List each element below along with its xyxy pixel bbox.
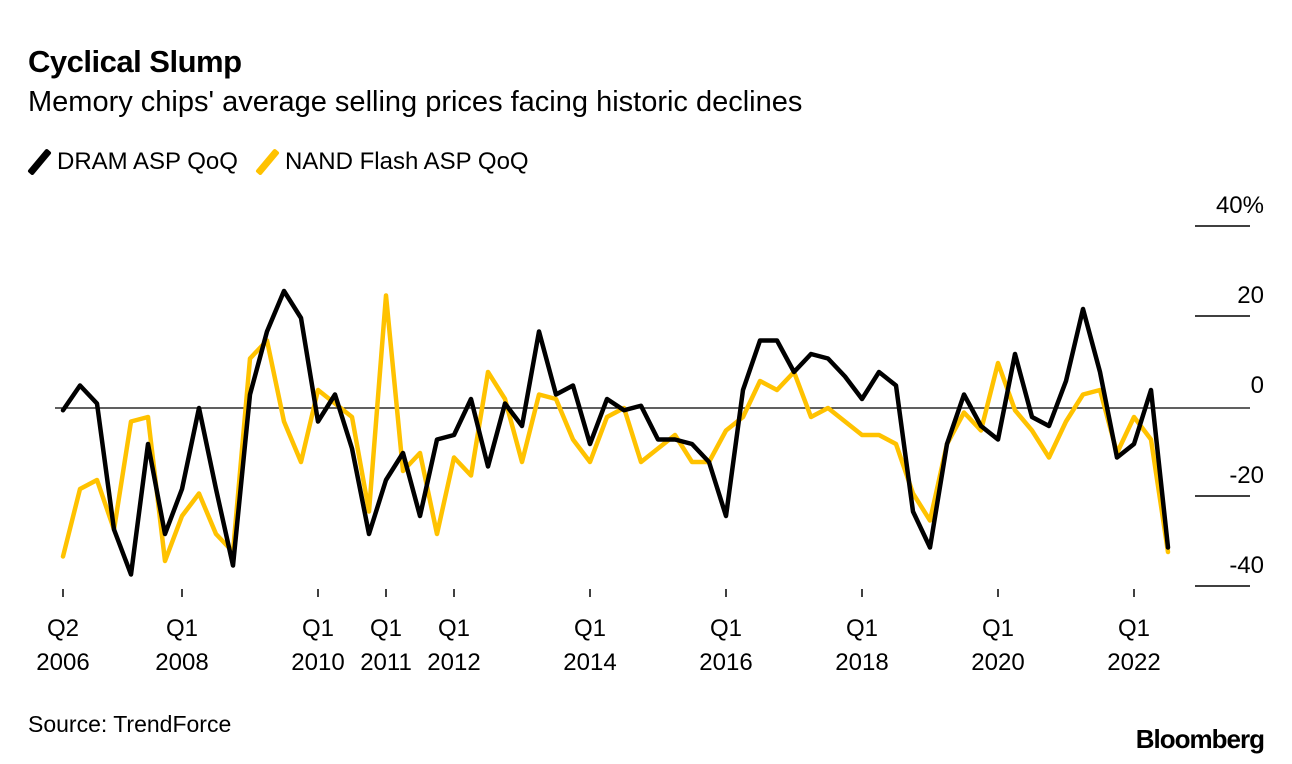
legend-label-nand: NAND Flash ASP QoQ — [284, 148, 529, 175]
chart-title: Cyclical Slump — [28, 44, 242, 79]
x-tick-label-year: 2012 — [427, 649, 480, 676]
series-line-dram — [60, 288, 1171, 577]
x-tick-label-quarter: Q1 — [370, 615, 402, 642]
x-tick-label-quarter: Q1 — [846, 615, 878, 642]
legend: DRAM ASP QoQ NAND Flash ASP QoQ — [27, 147, 547, 177]
y-tick-label: -20 — [1229, 462, 1264, 489]
chart-subtitle: Memory chips' average selling prices fac… — [28, 86, 803, 118]
x-tick-label-year: 2020 — [971, 649, 1024, 676]
x-tick-label-year: 2006 — [36, 649, 89, 676]
series-line-nand — [60, 293, 1171, 564]
x-tick-label-quarter: Q1 — [710, 615, 742, 642]
y-tick-label: 20 — [1237, 282, 1264, 309]
x-tick-label-year: 2011 — [360, 649, 412, 676]
x-tick-label-year: 2010 — [291, 649, 344, 676]
x-tick-label-quarter: Q1 — [438, 615, 470, 642]
x-tick-label-year: 2008 — [155, 649, 208, 676]
source-note: Source: TrendForce — [28, 711, 232, 737]
x-tick-label-year: 2016 — [699, 649, 752, 676]
x-tick-label-year: 2014 — [563, 649, 616, 676]
y-tick-label: 0 — [1251, 372, 1264, 399]
x-tick-label-quarter: Q1 — [1118, 615, 1150, 642]
legend-label-dram: DRAM ASP QoQ — [57, 148, 238, 175]
x-tick-label-quarter: Q1 — [302, 615, 334, 642]
x-tick-label-quarter: Q1 — [574, 615, 606, 642]
y-tick-label: -40 — [1229, 552, 1264, 579]
x-tick-label-year: 2022 — [1107, 649, 1160, 676]
x-tick-label-quarter: Q1 — [166, 615, 198, 642]
bloomberg-logo: Bloomberg — [1135, 724, 1265, 754]
x-tick-label-quarter: Q2 — [47, 615, 79, 642]
x-tick-label-quarter: Q1 — [982, 615, 1014, 642]
y-tick-label: 40% — [1216, 192, 1264, 219]
x-tick-label-year: 2018 — [835, 649, 888, 676]
